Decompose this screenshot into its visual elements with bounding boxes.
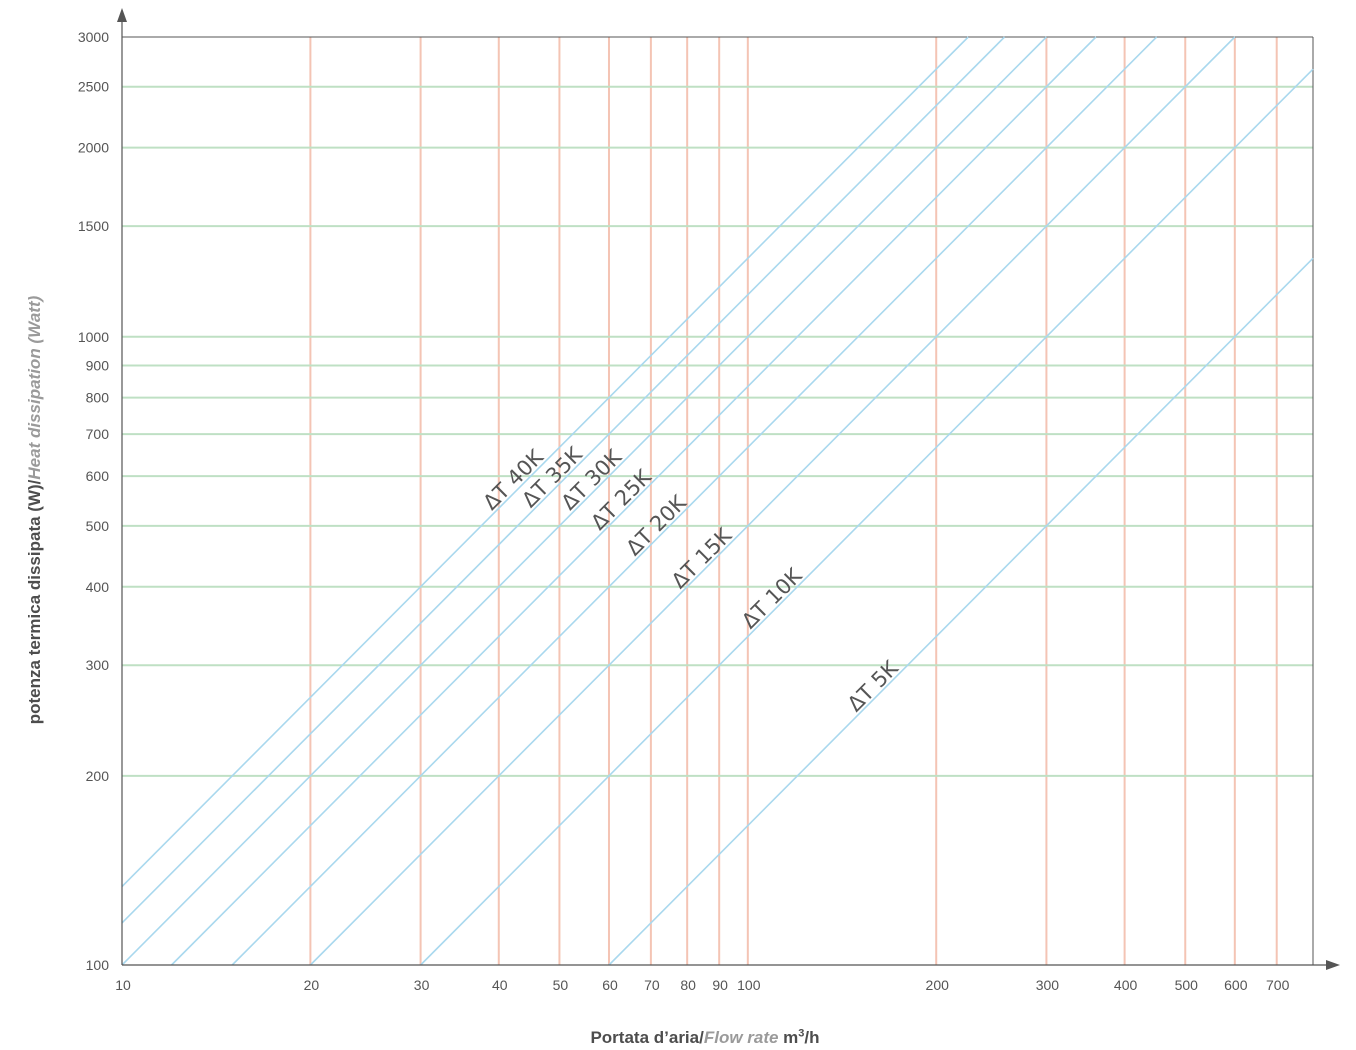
y-axis-arrow [117, 8, 127, 22]
x-tick-labels: 10 20 30 40 50 60 70 80 90 100 200 300 400 500 600 700 [115, 977, 1289, 993]
x-axis-title-unit-tail: /h [804, 1028, 820, 1047]
vertical-gridlines [309, 37, 1278, 965]
y-tick-label-1000: 1000 [78, 329, 109, 345]
y-axis-title-main: potenza termica dissipata (W)/ [25, 479, 44, 725]
y-tick-label-300: 300 [86, 657, 110, 673]
x-axis-title-unit-sup: 3 [798, 1027, 805, 1040]
x-axis-title-italic: Flow rate [703, 1028, 779, 1047]
y-tick-label-1500: 1500 [78, 218, 109, 234]
x-tick-label-100: 100 [737, 977, 761, 993]
x-tick-label-400: 400 [1114, 977, 1138, 993]
plot-frame [122, 36, 1314, 965]
y-tick-label-2500: 2500 [78, 79, 109, 95]
y-tick-label-3000: 3000 [78, 29, 109, 45]
series-label-15k: ΔT 15K [667, 523, 737, 593]
y-tick-label-400: 400 [86, 579, 110, 595]
x-axis-title-main: Portata d’aria/ [590, 1028, 704, 1047]
series-lines [121, 36, 1314, 966]
y-tick-label-100: 100 [86, 957, 110, 973]
x-tick-label-700: 700 [1266, 977, 1290, 993]
x-tick-label-20: 20 [304, 977, 320, 993]
series-line-10k [420, 68, 1314, 966]
y-tick-labels: 100 200 300 400 500 600 700 800 900 1000 1500 2000 2… [78, 29, 109, 973]
x-tick-label-40: 40 [492, 977, 508, 993]
x-axis-title-unit: m [778, 1028, 799, 1047]
x-axis-title: Portata d’aria/Flow rate m3/h [590, 1028, 819, 1048]
series-line-25k [170, 36, 1097, 966]
horizontal-gridlines [122, 85, 1313, 777]
series-line-30k [121, 36, 1047, 966]
x-tick-label-10: 10 [115, 977, 131, 993]
x-tick-label-200: 200 [926, 977, 950, 993]
y-tick-label-700: 700 [86, 426, 110, 442]
x-tick-label-500: 500 [1175, 977, 1199, 993]
x-tick-label-30: 30 [414, 977, 430, 993]
series-line-40k [121, 36, 969, 888]
y-tick-label-200: 200 [86, 768, 110, 784]
x-axis-arrow [1326, 960, 1340, 970]
y-axis-title: potenza termica dissipata (W)/Heat dissi… [25, 296, 45, 725]
y-axis-title-italic: Heat dissipation (Watt) [25, 295, 44, 480]
y-tick-label-600: 600 [86, 468, 110, 484]
series-line-15k [309, 36, 1236, 966]
y-tick-label-800: 800 [86, 390, 110, 406]
axes [117, 8, 1340, 970]
x-tick-label-80: 80 [680, 977, 696, 993]
x-tick-label-600: 600 [1224, 977, 1248, 993]
x-tick-label-60: 60 [602, 977, 618, 993]
y-tick-label-900: 900 [86, 357, 110, 373]
y-tick-label-500: 500 [86, 518, 110, 534]
y-tick-label-2000: 2000 [78, 140, 109, 156]
series-line-20k [231, 36, 1158, 966]
series-line-5k [608, 257, 1314, 966]
x-tick-label-70: 70 [644, 977, 660, 993]
x-tick-label-50: 50 [553, 977, 569, 993]
x-tick-label-300: 300 [1036, 977, 1060, 993]
x-tick-label-90: 90 [712, 977, 728, 993]
series-line-35k [121, 36, 1006, 924]
